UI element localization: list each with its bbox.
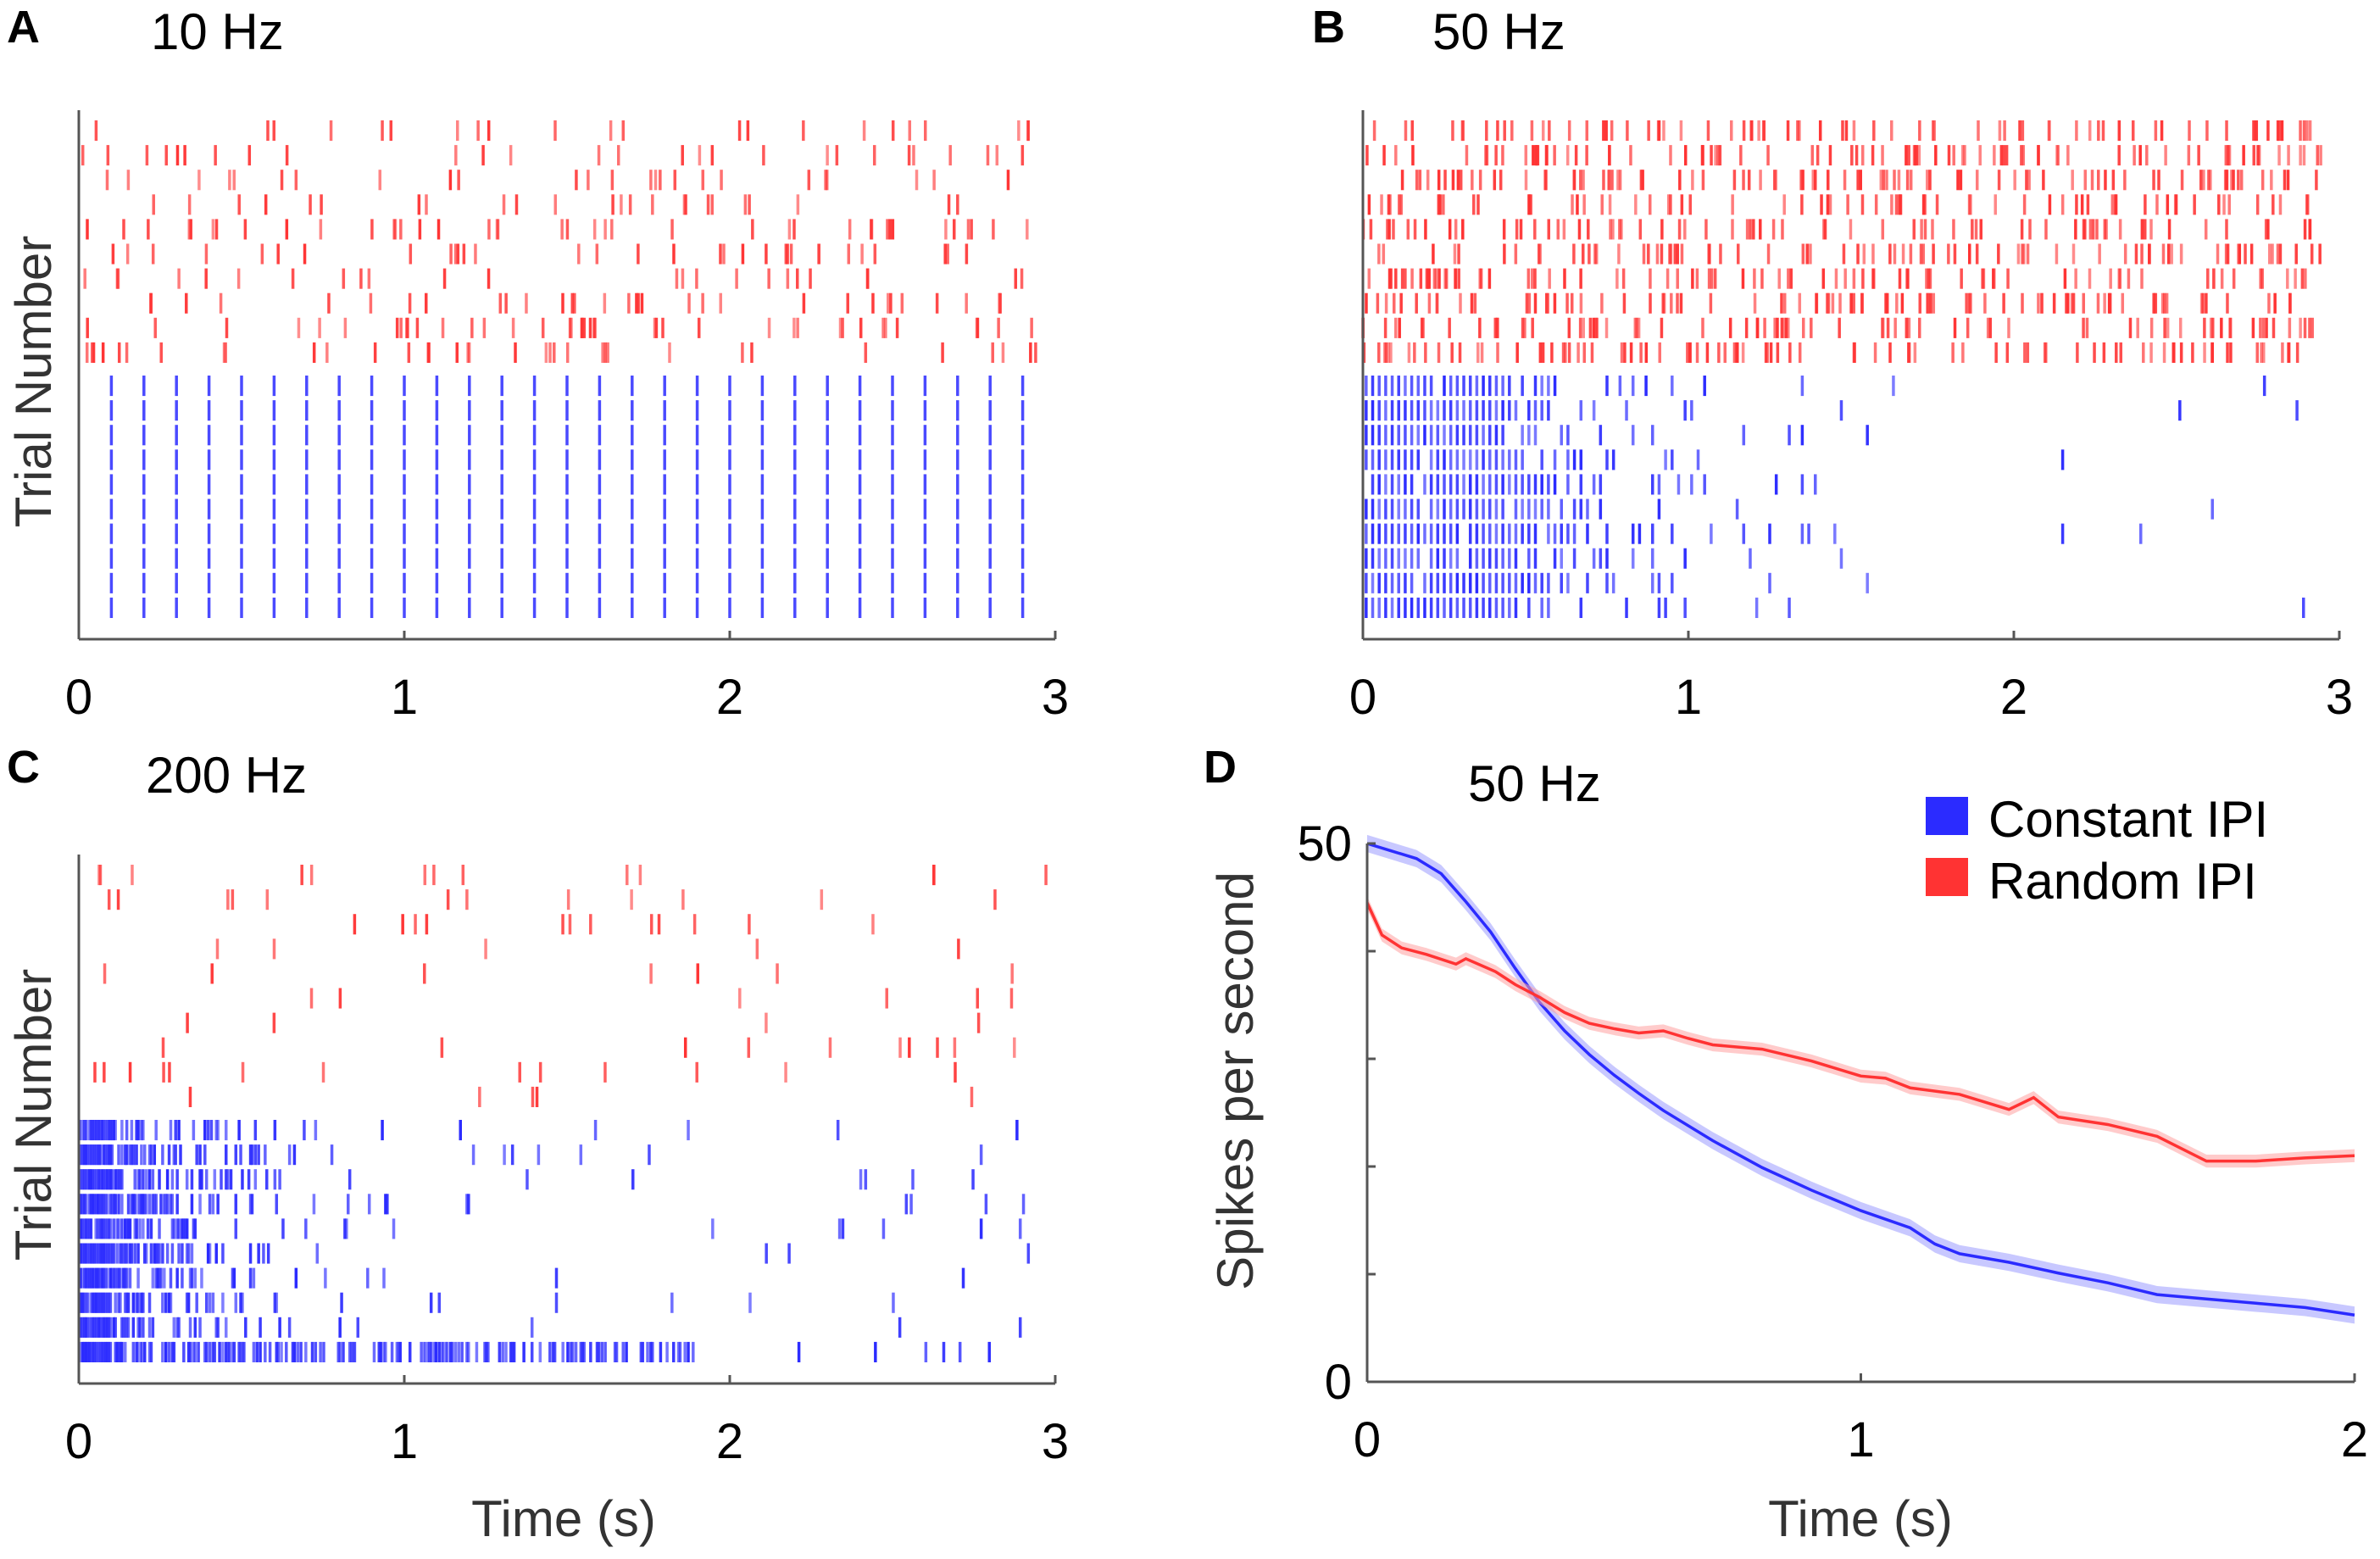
panel-c-ylabel: Trial Number	[5, 969, 62, 1261]
panel-letter-a: A	[7, 2, 40, 53]
panel-b-raster: 0 1 2 3	[1349, 110, 2353, 725]
x-tick-label: 1	[391, 1414, 418, 1469]
y-tick-label: 0	[1325, 1355, 1352, 1410]
legend-label-random: Random IPI	[1988, 853, 2257, 910]
random-ipi-sem-band	[1367, 896, 2355, 1168]
panel-d-xlabel: Time (s)	[1768, 1490, 1953, 1547]
legend-label-constant: Constant IPI	[1988, 791, 2268, 848]
panel-c-xlabel: Time (s)	[471, 1490, 656, 1547]
x-tick-label: 1	[391, 670, 418, 725]
panel-a-raster: 0 1 2 3	[65, 110, 1069, 725]
x-tick-label: 1	[1847, 1412, 1874, 1467]
x-tick-label: 3	[1042, 1414, 1069, 1469]
y-tick-label: 50	[1297, 816, 1352, 871]
panel-d-ylabel: Spikes per second	[1207, 871, 1264, 1290]
x-tick-label: 3	[1042, 670, 1069, 725]
x-tick-label: 0	[1349, 670, 1376, 725]
panel-a-title: 10 Hz	[151, 3, 284, 60]
legend-swatch-constant	[1926, 797, 1968, 835]
panel-d-line-chart: 0 1 2 0 50	[1297, 816, 2368, 1467]
panel-letter-d: D	[1204, 742, 1237, 793]
x-tick-label: 0	[65, 670, 92, 725]
x-tick-label: 0	[1354, 1412, 1381, 1467]
panel-a-ylabel: Trial Number	[5, 236, 62, 528]
x-tick-label: 3	[2326, 670, 2353, 725]
panel-letter-b: B	[1312, 2, 1345, 53]
x-tick-label: 2	[716, 1414, 743, 1469]
x-tick-label: 2	[2000, 670, 2027, 725]
constant-ipi-line	[1366, 842, 2355, 1317]
x-tick-label: 1	[1675, 670, 1702, 725]
random-ipi-line	[1365, 902, 2355, 1163]
panel-letter-c: C	[7, 742, 40, 793]
panel-d-title: 50 Hz	[1468, 755, 1601, 812]
panel-c-raster: 0 1 2 3	[65, 855, 1069, 1469]
x-tick-label: 2	[716, 670, 743, 725]
x-tick-label: 2	[2341, 1412, 2368, 1467]
panel-b-title: 50 Hz	[1432, 3, 1565, 60]
panel-c-title: 200 Hz	[146, 747, 307, 804]
x-tick-label: 0	[65, 1414, 92, 1469]
legend-swatch-random	[1926, 858, 1968, 896]
